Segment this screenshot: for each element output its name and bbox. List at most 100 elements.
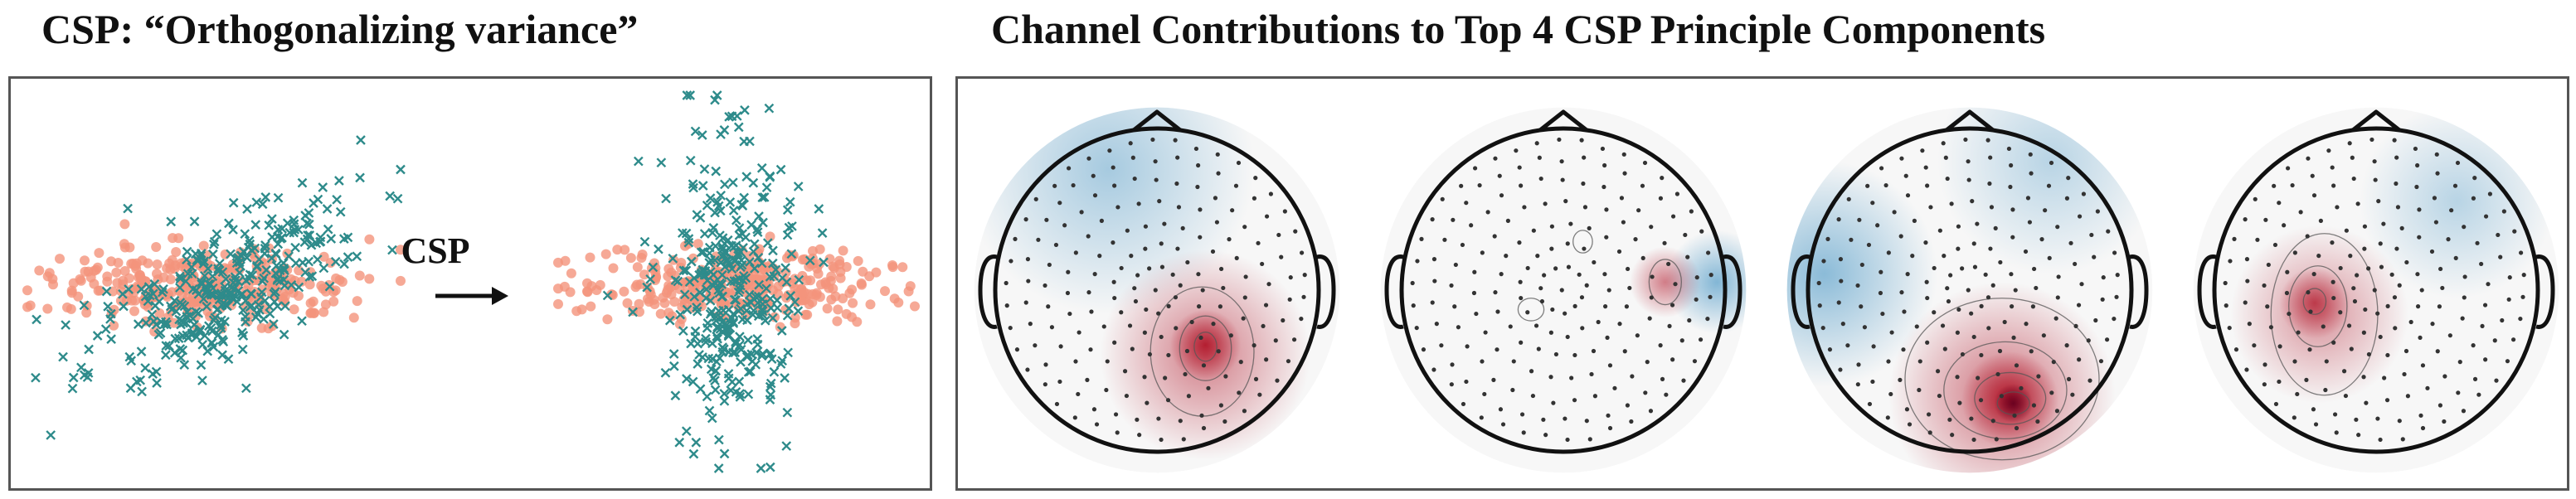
cross-point xyxy=(804,255,815,266)
electrode-dot xyxy=(1817,303,1822,308)
electrode-dot xyxy=(2366,266,2371,271)
cross-point xyxy=(702,317,713,328)
cross-point xyxy=(752,224,762,235)
electrode-dot xyxy=(1127,323,1133,328)
circle-point xyxy=(143,258,153,269)
cross-point xyxy=(654,244,663,254)
nose-icon xyxy=(1132,109,1182,132)
electrode-dot xyxy=(1183,371,1188,377)
cross-point xyxy=(670,390,681,401)
cross-point xyxy=(173,333,184,343)
electrode-dot xyxy=(1947,417,1952,422)
cross-point xyxy=(766,348,775,359)
electrode-dot xyxy=(1536,346,1541,351)
electrode-dot xyxy=(1200,288,1205,293)
circle-point xyxy=(22,285,32,296)
electrode-dot xyxy=(1479,415,1484,420)
cross-point xyxy=(685,155,696,166)
electrode-dot xyxy=(2400,437,2405,442)
circle-point xyxy=(634,298,644,309)
cross-point xyxy=(739,192,750,203)
head-outline xyxy=(1399,126,1728,454)
cross-point xyxy=(201,286,211,296)
cross-point xyxy=(749,264,760,274)
cross-point xyxy=(737,201,748,211)
electrode-dot xyxy=(1214,220,1220,225)
electrode-dot xyxy=(1667,323,1672,329)
cross-point xyxy=(723,331,734,342)
circle-point xyxy=(801,275,812,286)
electrode-dot xyxy=(1619,196,1625,201)
electrode-dot xyxy=(1533,323,1539,328)
electrode-dot xyxy=(2402,371,2407,377)
cross-point xyxy=(267,214,277,224)
electrode-dot xyxy=(1162,221,1167,226)
electrode-dot xyxy=(1264,357,1269,362)
cross-point xyxy=(782,407,793,418)
electrode-dot xyxy=(1266,282,1271,287)
cross-point xyxy=(162,319,172,330)
electrode-dot xyxy=(2420,363,2426,368)
electrode-dot xyxy=(1238,360,1243,365)
circle-point xyxy=(560,255,571,266)
cross-point xyxy=(216,322,226,333)
electrode-dot xyxy=(1857,217,1862,222)
electrode-dot xyxy=(2330,165,2335,170)
electrode-dot xyxy=(1838,367,1843,372)
cross-point xyxy=(158,283,168,294)
cross-point xyxy=(668,253,678,264)
electrode-dot xyxy=(1699,229,1704,234)
electrode-dot xyxy=(2326,148,2331,153)
electrode-dot xyxy=(1979,352,1984,358)
electrode-dot xyxy=(2492,338,2497,343)
cross-point xyxy=(318,182,328,192)
electrode-dot xyxy=(1957,400,1962,405)
electrode-dot xyxy=(1925,340,1930,345)
circle-point xyxy=(320,299,331,310)
electrode-dot xyxy=(1130,155,1135,160)
cross-point xyxy=(702,391,712,402)
electrode-dot xyxy=(1521,430,1526,435)
cross-point xyxy=(756,258,767,269)
electrode-dot xyxy=(1606,288,1611,293)
cross-point xyxy=(46,430,56,440)
electrode-dot xyxy=(2277,201,2282,206)
electrode-dot xyxy=(2382,375,2387,380)
electrode-dot xyxy=(1662,240,1667,245)
electrode-dot xyxy=(1565,241,1570,246)
cross-point xyxy=(207,337,216,348)
electrode-dot xyxy=(2227,325,2232,331)
electrode-dot xyxy=(1159,334,1164,340)
electrode-dot xyxy=(1899,290,1904,295)
electrode-dot xyxy=(1268,191,1274,196)
circle-point xyxy=(177,289,187,300)
electrode-dot xyxy=(1582,155,1587,160)
electrode-dot xyxy=(1175,246,1180,251)
circle-point xyxy=(634,307,644,317)
electrode-dot xyxy=(1174,326,1179,331)
electrode-dot xyxy=(1904,407,1910,412)
cross-point xyxy=(762,238,773,248)
electrode-dot xyxy=(1085,377,1090,382)
cross-point xyxy=(699,229,710,239)
cross-point xyxy=(723,369,734,379)
electrode-dot xyxy=(1942,346,1947,351)
electrode-dot xyxy=(2417,235,2422,240)
electrode-dot xyxy=(2361,330,2366,335)
electrode-dot xyxy=(1917,387,1922,393)
electrode-dot xyxy=(2268,325,2274,330)
electrode-dot xyxy=(1073,250,1078,255)
electrode-dot xyxy=(1607,363,1613,368)
cross-point xyxy=(105,308,116,319)
electrode-dot xyxy=(1666,261,1671,267)
electrode-dot xyxy=(1905,193,1911,198)
electrode-dot xyxy=(1633,237,1638,242)
circle-point xyxy=(858,266,868,277)
cross-point xyxy=(745,366,756,377)
electrode-dot xyxy=(1592,259,1597,265)
electrode-dot xyxy=(2480,323,2485,329)
cross-point xyxy=(735,392,746,402)
cross-point xyxy=(343,232,353,243)
electrode-dot xyxy=(1941,141,1946,146)
electrode-dot xyxy=(2002,319,2007,325)
